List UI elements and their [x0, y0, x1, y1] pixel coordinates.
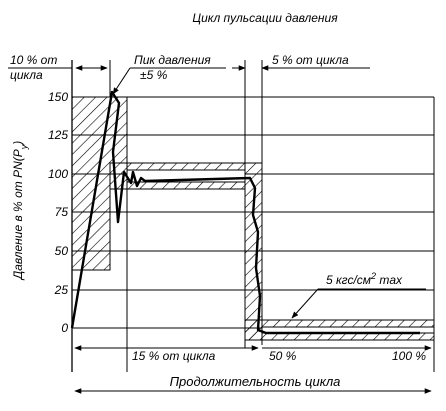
y-tick-75: 75	[55, 205, 69, 219]
pressure-curve	[70, 90, 420, 335]
y-tick-0: 0	[61, 321, 68, 335]
y-tick-50: 50	[55, 244, 69, 258]
y-axis-label: Давление в % от PN(Py)	[11, 141, 29, 282]
y-axis-label-sub: y	[19, 144, 29, 150]
y-tick-25: 25	[54, 283, 69, 297]
annotation-bottom-percent: 15 % от цикла 50 % 100 %	[74, 345, 432, 363]
annotation-cycle-duration: Продолжительность цикла	[74, 374, 432, 394]
pressure-max-suffix: max	[376, 273, 403, 287]
peak-line1: Пик давления	[134, 53, 211, 67]
annotation-peak: Пик давления ±5 %	[112, 53, 226, 95]
pressure-max-sup: 2	[370, 271, 376, 281]
pressure-max-prefix: 5 кгс/см	[326, 273, 371, 287]
hundred-percent-label: 100 %	[392, 349, 426, 363]
ten-percent-line2: цикла	[10, 68, 43, 82]
ten-percent-line1: 10 % от	[10, 53, 57, 67]
diagram-title: Цикл пульсации давления	[192, 11, 338, 25]
pressure-max-label: 5 кгс/см2 max	[326, 271, 403, 287]
y-tick-150: 150	[48, 90, 68, 104]
y-axis-label-close: )	[11, 141, 25, 147]
y-tick-125: 125	[48, 128, 68, 142]
y-tick-labels: 150 125 100 75 50 25 0	[48, 90, 68, 335]
annotation-pressure-max: 5 кгс/см2 max	[291, 271, 426, 319]
y-tick-100: 100	[48, 167, 68, 181]
annotation-10pct: 10 % от цикла	[8, 53, 108, 82]
five-percent-label: 5 % от цикла	[272, 53, 349, 67]
peak-leader	[112, 67, 131, 95]
fifteen-percent-label: 15 % от цикла	[132, 349, 216, 363]
fifty-percent-label: 50 %	[269, 349, 297, 363]
annotation-5pct: 5 % от цикла	[232, 53, 370, 71]
y-axis-label-main: Давление в % от PN(P	[11, 149, 25, 281]
peak-line2: ±5 %	[140, 68, 168, 82]
cycle-duration-label: Продолжительность цикла	[170, 374, 341, 389]
pressure-max-leader	[291, 288, 319, 319]
